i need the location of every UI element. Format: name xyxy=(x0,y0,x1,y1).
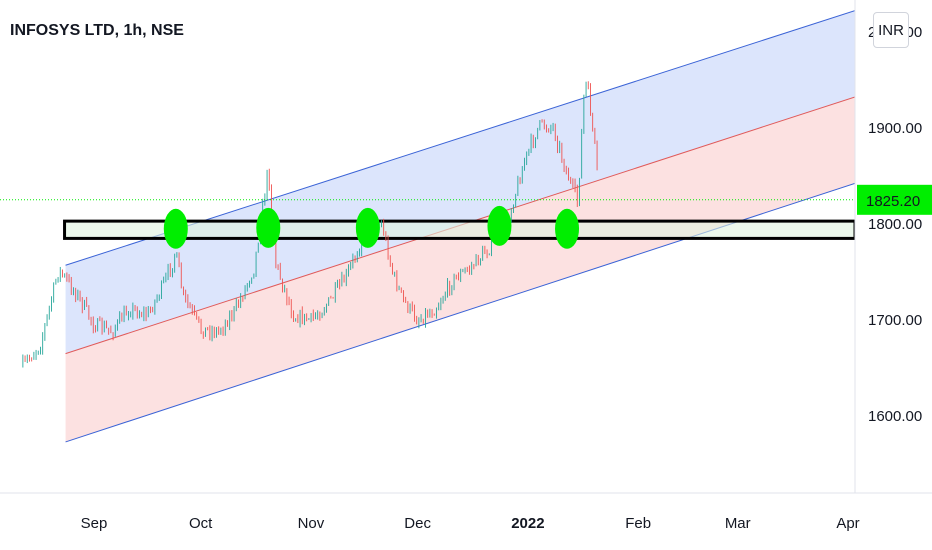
y-tick-label: 1700.00 xyxy=(868,312,922,329)
currency-button[interactable]: INR xyxy=(873,12,909,48)
x-tick-label: Dec xyxy=(404,515,431,532)
channel-upper-band xyxy=(65,10,855,354)
x-tick-label: 2022 xyxy=(511,515,544,532)
x-tick-label: Oct xyxy=(189,515,213,532)
touch-marker xyxy=(163,208,188,249)
x-tick-label: Nov xyxy=(298,515,325,532)
last-price-label: 1825.20 xyxy=(866,193,920,210)
touch-marker xyxy=(256,207,281,248)
touch-markers-layer xyxy=(163,205,580,249)
x-tick-label: Apr xyxy=(836,515,859,532)
touch-marker xyxy=(487,205,512,246)
y-tick-label: 1900.00 xyxy=(868,120,922,137)
x-tick-label: Sep xyxy=(81,515,108,532)
y-tick-label: 1800.00 xyxy=(868,216,922,233)
x-tick-label: Feb xyxy=(625,515,651,532)
last-price-badge xyxy=(857,184,932,215)
touch-marker xyxy=(355,207,380,248)
symbol-title: INFOSYS LTD, 1h, NSE xyxy=(10,22,184,39)
touch-marker xyxy=(555,208,580,249)
x-tick-label: Mar xyxy=(725,515,751,532)
y-tick-label: 1600.00 xyxy=(868,408,922,425)
